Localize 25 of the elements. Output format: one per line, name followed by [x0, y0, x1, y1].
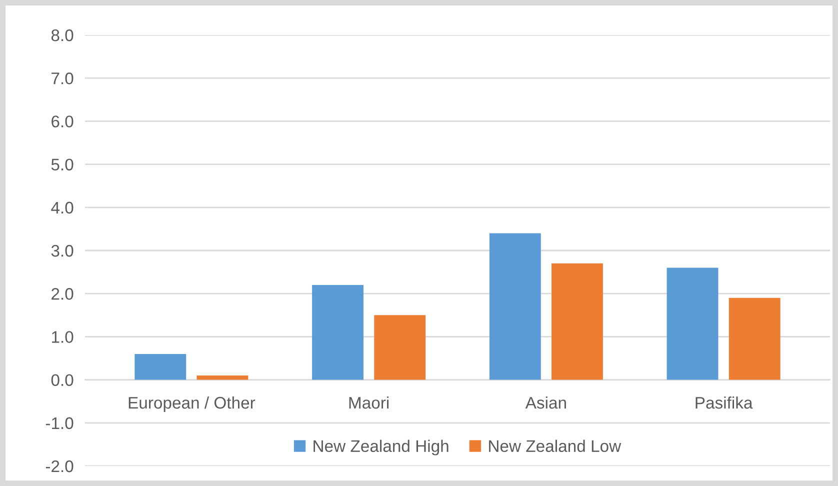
y-tick-label: 5.0	[51, 158, 74, 171]
bar	[196, 375, 248, 380]
y-tick-label: 1.0	[52, 331, 74, 343]
bar	[552, 263, 603, 380]
bar	[489, 233, 541, 380]
legend-label: New Zealand High	[314, 440, 448, 456]
bar	[728, 298, 780, 380]
bar	[312, 284, 364, 380]
x-tick-label: European / Other	[128, 396, 256, 412]
bar	[134, 354, 186, 380]
x-tick-label: Asian	[525, 396, 566, 409]
y-tick-label: -1.0	[46, 417, 74, 430]
y-tick-label: 4.0	[51, 202, 74, 214]
x-tick-label: Maori	[349, 396, 389, 409]
y-tick-label: 7.0	[52, 72, 74, 84]
y-tick-label: -2.0	[46, 460, 74, 472]
y-tick-label: 2.0	[52, 288, 74, 300]
y-tick-label: 8.0	[51, 29, 74, 42]
y-tick-label: 3.0	[51, 244, 74, 257]
y-tick-label: 6.0	[52, 116, 74, 128]
y-tick-label: 0.0	[51, 374, 74, 386]
bar	[374, 315, 426, 380]
x-tick-label: Pasifika	[696, 396, 753, 409]
bar	[666, 268, 718, 380]
legend-label: New Zealand Low	[489, 440, 622, 452]
